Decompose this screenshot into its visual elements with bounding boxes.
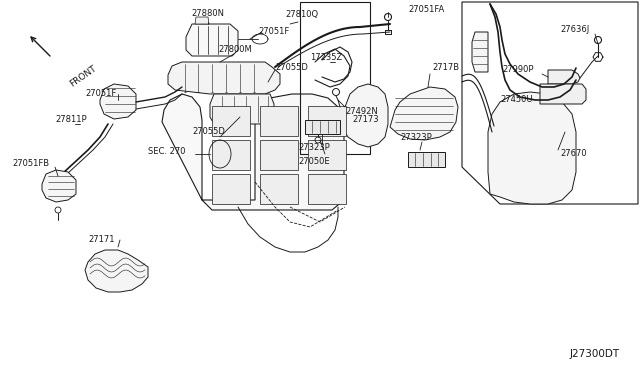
Polygon shape xyxy=(100,84,136,119)
Polygon shape xyxy=(472,32,488,72)
Polygon shape xyxy=(488,92,576,204)
Text: 27323P: 27323P xyxy=(298,142,330,151)
Polygon shape xyxy=(340,84,388,147)
Text: 27055D: 27055D xyxy=(275,62,308,71)
Polygon shape xyxy=(195,17,209,24)
Text: 27670: 27670 xyxy=(560,150,587,158)
Text: 27492N: 27492N xyxy=(345,108,378,116)
Text: 27055D: 27055D xyxy=(192,128,225,137)
Text: 27880N: 27880N xyxy=(191,10,225,19)
Bar xyxy=(308,140,346,170)
Text: 17235Z: 17235Z xyxy=(310,52,342,61)
Polygon shape xyxy=(168,62,280,94)
Bar xyxy=(212,174,250,204)
Text: 27050E: 27050E xyxy=(298,157,330,167)
Polygon shape xyxy=(186,24,238,56)
Text: 27800M: 27800M xyxy=(218,45,252,55)
Text: 27810Q: 27810Q xyxy=(285,10,319,19)
Polygon shape xyxy=(408,152,445,167)
Text: SEC. 270: SEC. 270 xyxy=(148,148,186,157)
Text: 27051F: 27051F xyxy=(258,28,289,36)
Text: 27636J: 27636J xyxy=(560,26,589,35)
Polygon shape xyxy=(85,250,148,292)
Text: 27450U: 27450U xyxy=(500,96,532,105)
Text: 27051FB: 27051FB xyxy=(12,160,49,169)
Polygon shape xyxy=(540,84,586,104)
Text: 27323P: 27323P xyxy=(400,132,432,141)
Text: FRONT: FRONT xyxy=(68,64,98,89)
Text: 27171: 27171 xyxy=(88,235,115,244)
Text: 2717B: 2717B xyxy=(432,62,459,71)
Polygon shape xyxy=(390,87,458,140)
Text: 27173: 27173 xyxy=(352,115,379,125)
Polygon shape xyxy=(162,94,344,210)
Text: 27811P: 27811P xyxy=(55,115,86,125)
Text: J27300DT: J27300DT xyxy=(570,349,620,359)
Bar xyxy=(260,106,298,136)
Polygon shape xyxy=(305,120,340,134)
Text: 27051F: 27051F xyxy=(85,90,116,99)
Bar xyxy=(308,106,346,136)
Bar xyxy=(260,174,298,204)
Bar xyxy=(212,106,250,136)
Bar xyxy=(212,140,250,170)
Text: 27990P: 27990P xyxy=(502,65,534,74)
Polygon shape xyxy=(210,94,274,124)
Polygon shape xyxy=(548,70,580,84)
Bar xyxy=(308,174,346,204)
Bar xyxy=(260,140,298,170)
Text: 27051FA: 27051FA xyxy=(408,6,444,15)
Polygon shape xyxy=(42,170,76,202)
